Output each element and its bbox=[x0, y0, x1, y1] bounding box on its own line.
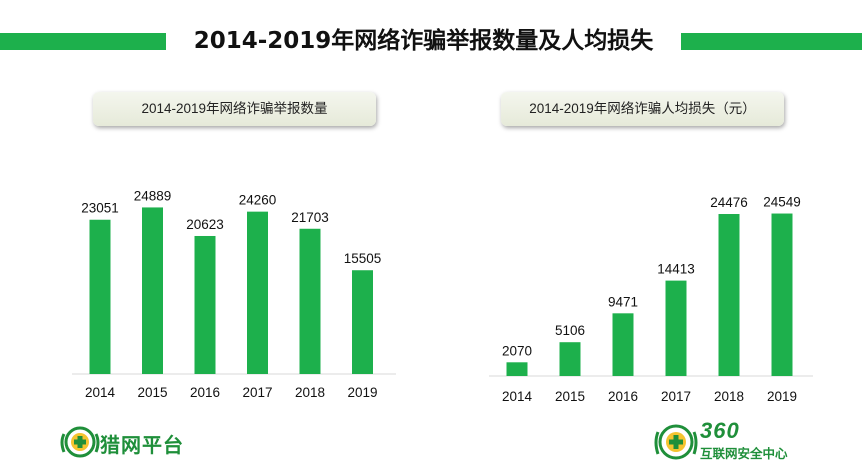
x-tick-label-2019: 2019 bbox=[347, 385, 377, 400]
bar-2017 bbox=[247, 211, 268, 374]
data-label-2019: 24549 bbox=[763, 195, 801, 210]
data-label-2016: 20623 bbox=[186, 217, 224, 232]
bar-2015 bbox=[142, 207, 163, 374]
x-tick-label-2018: 2018 bbox=[714, 389, 744, 404]
liewang-logo-text: 猎网平台 bbox=[100, 435, 184, 457]
bar-2016 bbox=[612, 313, 634, 376]
bar-2017 bbox=[665, 280, 687, 376]
360-subtitle-text: 互联网安全中心 bbox=[700, 447, 788, 461]
page-title: 2014-2019年网络诈骗举报数量及人均损失 bbox=[193, 28, 654, 54]
data-label-2017: 14413 bbox=[657, 262, 695, 277]
x-tick-label-2015: 2015 bbox=[137, 385, 167, 400]
title-decoration-left bbox=[0, 33, 166, 50]
liewang-logo-icon bbox=[60, 426, 100, 458]
data-label-2016: 9471 bbox=[608, 294, 638, 309]
data-label-2018: 24476 bbox=[710, 195, 748, 210]
x-tick-label-2014: 2014 bbox=[85, 385, 116, 400]
bar-2014 bbox=[89, 219, 111, 374]
data-label-2018: 21703 bbox=[291, 210, 329, 225]
bar-2018 bbox=[299, 228, 321, 374]
x-tick-label-2019: 2019 bbox=[767, 389, 797, 404]
data-label-2019: 15505 bbox=[344, 251, 382, 266]
data-label-2017: 24260 bbox=[239, 193, 277, 208]
bar-2019 bbox=[352, 270, 373, 374]
x-tick-label-2016: 2016 bbox=[608, 389, 638, 404]
x-tick-label-2015: 2015 bbox=[555, 389, 585, 404]
x-tick-label-2018: 2018 bbox=[295, 385, 325, 400]
title-decoration-right bbox=[681, 33, 862, 50]
bar-2016 bbox=[194, 235, 216, 374]
x-tick-label-2016: 2016 bbox=[190, 385, 220, 400]
x-tick-label-2014: 2014 bbox=[502, 389, 533, 404]
data-label-2015: 5106 bbox=[555, 323, 585, 338]
x-tick-label-2017: 2017 bbox=[661, 389, 691, 404]
bar-2014 bbox=[506, 362, 528, 376]
data-label-2015: 24889 bbox=[134, 188, 172, 203]
bar-2019 bbox=[771, 213, 793, 376]
data-label-2014: 23051 bbox=[81, 201, 119, 216]
chart-title-reports: 2014-2019年网络诈骗举报数量 bbox=[93, 92, 376, 126]
360-logo-icon bbox=[654, 424, 698, 460]
data-label-2014: 2070 bbox=[502, 343, 532, 358]
chart-title-loss: 2014-2019年网络诈骗人均损失（元） bbox=[501, 92, 784, 126]
x-tick-label-2017: 2017 bbox=[242, 385, 272, 400]
bar-2015 bbox=[559, 342, 581, 376]
360-brand-text: 360 bbox=[700, 418, 740, 443]
bar-2018 bbox=[718, 214, 740, 376]
